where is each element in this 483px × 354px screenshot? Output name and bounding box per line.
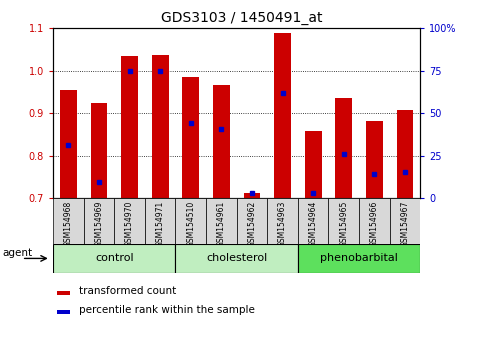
Text: GSM154969: GSM154969 bbox=[95, 200, 103, 247]
Bar bbox=[213, 85, 230, 198]
Text: GSM154968: GSM154968 bbox=[64, 200, 73, 247]
Bar bbox=[175, 198, 206, 244]
Bar bbox=[243, 193, 260, 198]
Text: agent: agent bbox=[2, 248, 32, 258]
Bar bbox=[57, 310, 70, 314]
Bar bbox=[206, 198, 237, 244]
Bar bbox=[237, 198, 267, 244]
Text: GSM154510: GSM154510 bbox=[186, 200, 195, 247]
Bar bbox=[274, 33, 291, 198]
Bar bbox=[121, 56, 138, 198]
Bar bbox=[328, 198, 359, 244]
Bar bbox=[84, 198, 114, 244]
Text: GDS3103 / 1450491_at: GDS3103 / 1450491_at bbox=[161, 11, 322, 25]
Text: GSM154970: GSM154970 bbox=[125, 200, 134, 247]
Bar bbox=[60, 90, 77, 198]
Bar bbox=[145, 198, 175, 244]
Bar bbox=[175, 244, 298, 273]
Bar bbox=[298, 244, 420, 273]
Bar bbox=[183, 77, 199, 198]
Text: phenobarbital: phenobarbital bbox=[320, 253, 398, 263]
Bar bbox=[390, 198, 420, 244]
Text: cholesterol: cholesterol bbox=[206, 253, 267, 263]
Text: control: control bbox=[95, 253, 134, 263]
Bar bbox=[91, 103, 107, 198]
Bar bbox=[57, 291, 70, 295]
Bar bbox=[152, 55, 169, 198]
Bar bbox=[114, 198, 145, 244]
Text: GSM154965: GSM154965 bbox=[339, 200, 348, 247]
Text: GSM154966: GSM154966 bbox=[370, 200, 379, 247]
Bar bbox=[335, 98, 352, 198]
Text: transformed count: transformed count bbox=[79, 286, 176, 296]
Text: GSM154967: GSM154967 bbox=[400, 200, 410, 247]
Bar bbox=[53, 244, 175, 273]
Bar bbox=[298, 198, 328, 244]
Bar bbox=[366, 121, 383, 198]
Text: GSM154971: GSM154971 bbox=[156, 200, 165, 247]
Bar bbox=[305, 131, 322, 198]
Text: GSM154964: GSM154964 bbox=[309, 200, 318, 247]
Bar bbox=[53, 198, 84, 244]
Bar bbox=[359, 198, 390, 244]
Bar bbox=[397, 110, 413, 198]
Bar bbox=[267, 198, 298, 244]
Text: percentile rank within the sample: percentile rank within the sample bbox=[79, 305, 255, 315]
Text: GSM154963: GSM154963 bbox=[278, 200, 287, 247]
Text: GSM154961: GSM154961 bbox=[217, 200, 226, 247]
Text: GSM154962: GSM154962 bbox=[247, 200, 256, 247]
